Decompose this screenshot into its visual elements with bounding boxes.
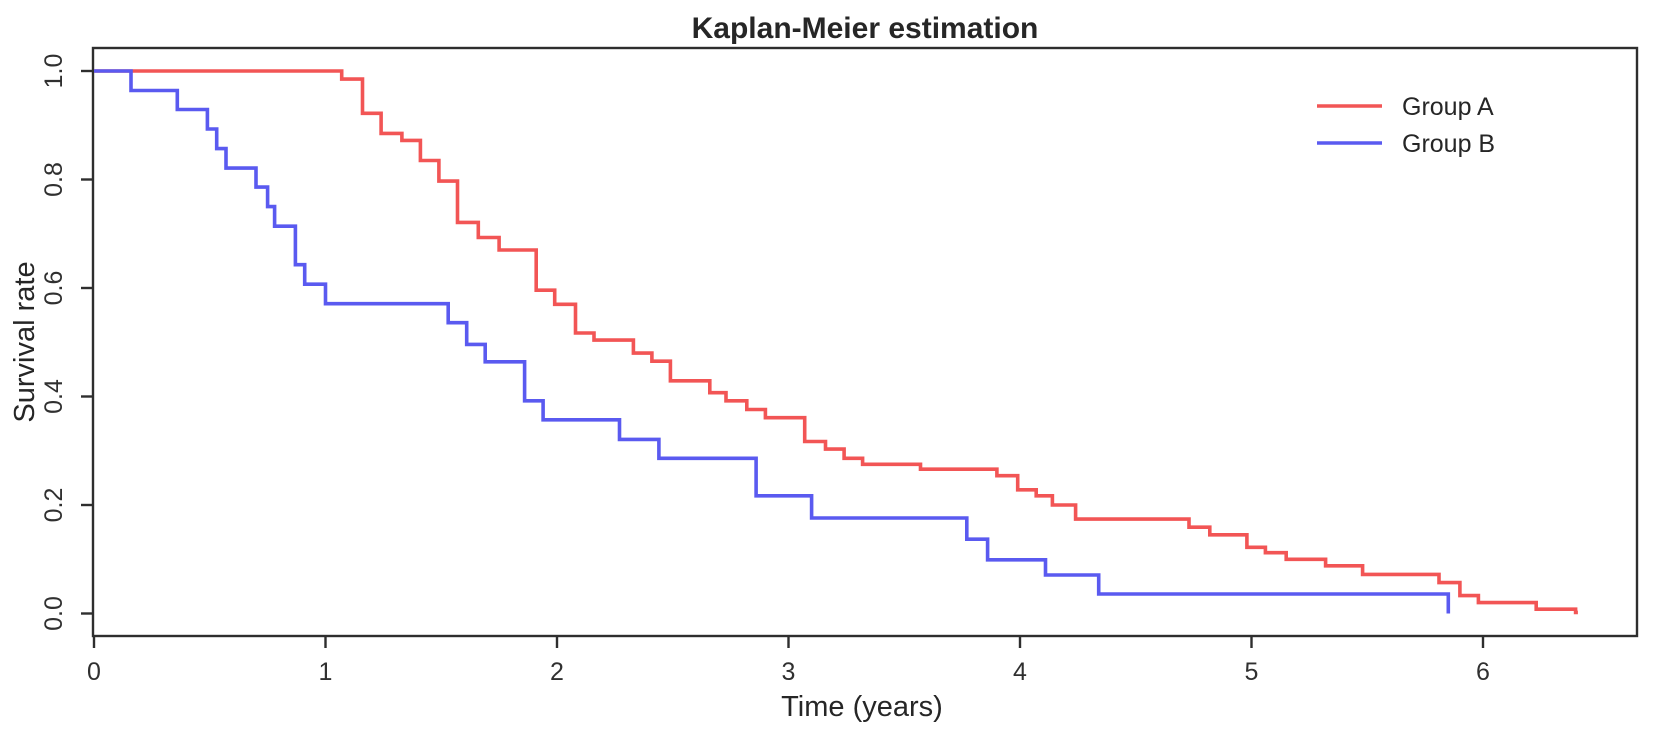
plot-border (91, 46, 1639, 638)
x-tick-label: 6 (1476, 658, 1490, 686)
x-tick-label: 5 (1245, 658, 1259, 686)
legend-label-group-b: Group B (1402, 130, 1495, 158)
x-tick-label: 3 (782, 658, 796, 686)
y-tick-label: 0.8 (40, 162, 68, 197)
x-axis: 0 1 2 3 4 5 6 (87, 636, 1490, 686)
x-tick-label: 4 (1013, 658, 1027, 686)
y-tick-label: 0.2 (40, 488, 68, 523)
survival-curves (94, 69, 1578, 615)
x-tick-label: 2 (550, 658, 564, 686)
x-tick-label: 0 (87, 658, 101, 686)
x-axis-label: Time (years) (781, 691, 943, 723)
y-axis-label: Survival rate (9, 261, 41, 422)
y-tick-label: 1.0 (40, 54, 68, 89)
legend: Group A Group B (1317, 93, 1495, 158)
y-tick-label: 0.6 (40, 271, 68, 306)
chart-title: Kaplan-Meier estimation (692, 12, 1039, 45)
survival-curve-group-b (94, 69, 1451, 614)
legend-label-group-a: Group A (1402, 93, 1494, 121)
survival-curve-group-a (94, 69, 1578, 615)
y-tick-label: 0.4 (40, 379, 68, 414)
x-tick-label: 1 (319, 658, 333, 686)
y-axis: 0.0 0.2 0.4 0.6 0.8 1.0 (40, 54, 93, 631)
y-tick-label: 0.0 (40, 596, 68, 631)
